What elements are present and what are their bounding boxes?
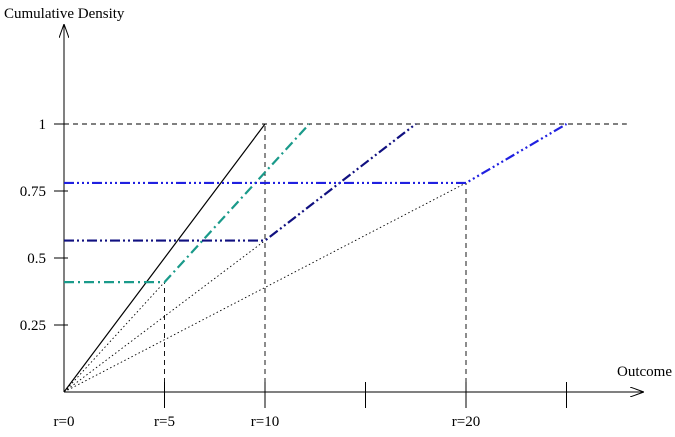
series-line-1 xyxy=(63,123,266,393)
x-tick-label: r=20 xyxy=(452,414,480,430)
y-tick-label: 0.5 xyxy=(27,251,46,267)
y-axis-label: Cumulative Density xyxy=(4,6,125,22)
series-line-4 xyxy=(64,123,568,185)
reference-line-diagonal xyxy=(63,281,165,393)
y-tick-label: 1 xyxy=(39,117,47,133)
series-line-3 xyxy=(64,123,417,242)
x-axis-label: Outcome xyxy=(617,364,672,380)
y-tick-label: 0.75 xyxy=(20,184,46,200)
x-tick-label: r=10 xyxy=(251,414,279,430)
series-line-2 xyxy=(64,123,311,284)
x-tick-label: r=0 xyxy=(54,414,75,430)
x-tick-label: r=5 xyxy=(154,414,175,430)
y-tick-label: 0.25 xyxy=(20,318,46,334)
